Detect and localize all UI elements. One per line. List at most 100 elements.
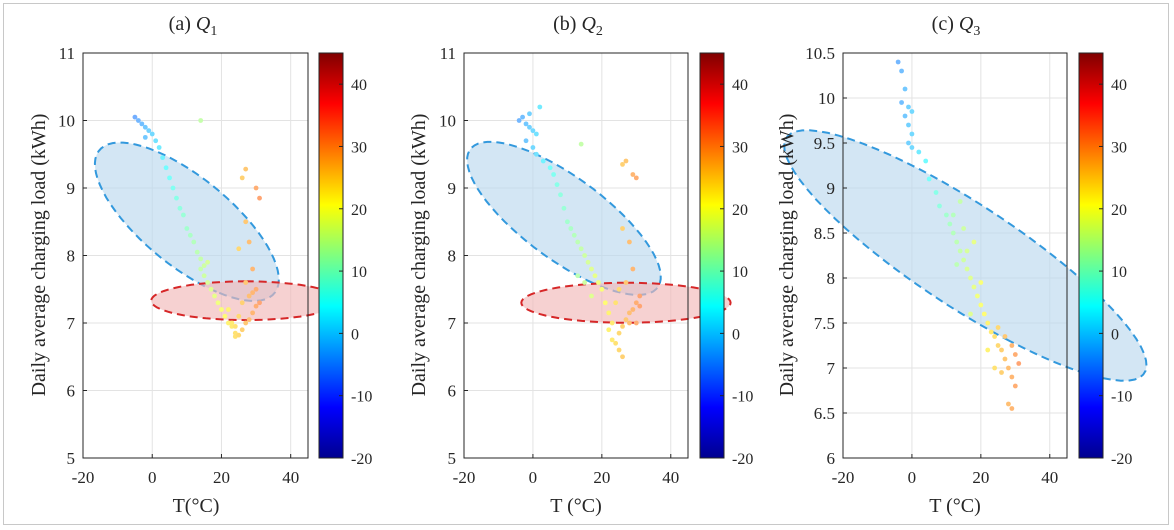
panel-a-point-46: [246, 293, 252, 299]
panel-b-point-46: [623, 280, 629, 285]
panel-c-point-45: [985, 347, 991, 353]
panel-c-cbtick-label-2: 0: [1111, 326, 1119, 343]
panel-c-ytick-label-7: 9.5: [814, 134, 835, 153]
panel-c-point-14: [933, 190, 939, 195]
panel-b-point-25: [592, 273, 598, 279]
panel-c-point-10: [909, 145, 915, 150]
panel-c-point-28: [985, 320, 991, 326]
panel-c-ytick-label-6: 9: [827, 179, 836, 198]
panel-a-point-14: [177, 205, 183, 211]
panel-b-point-43: [633, 300, 639, 306]
panel-b-cbtick-label-5: 30: [732, 139, 748, 156]
panel-c-point-32: [999, 347, 1004, 353]
panel-b-point-52: [630, 172, 636, 177]
panel-c-point-50: [1012, 352, 1018, 357]
panel-b-point-41: [627, 310, 632, 316]
panel-c-title-prefix: (c): [932, 13, 954, 35]
panel-a-point-25: [208, 286, 214, 292]
panel-c-point-25: [975, 293, 980, 299]
panel-a-title: (a) Q1: [169, 13, 218, 39]
panel-b-point-39: [620, 323, 625, 329]
panel-c-title-sub: 3: [973, 24, 980, 39]
panel-c-point-42: [964, 248, 970, 254]
panel-c-cbtick-label-0: -20: [1111, 451, 1132, 468]
panel-b-xtick-label-3: 40: [662, 468, 679, 487]
panel-b-point-54: [613, 300, 619, 306]
panel-b-point-17: [564, 219, 570, 225]
panel-b-point-24: [589, 266, 594, 272]
panel-b-point-22: [582, 253, 588, 258]
panel-b-point-21: [578, 246, 584, 252]
panel-a-ytick-label-6: 11: [59, 44, 75, 63]
panel-a-xtick-label-0: -20: [72, 468, 95, 487]
panel-a-point-56: [257, 195, 262, 201]
panel-c-point-36: [1012, 383, 1018, 389]
panel-c: (c) Q3 -20 0 20 40 6 6.5 7 7.5 8 8.5 9 9.5 10 10.5 T…: [776, 13, 1148, 517]
panel-c-xticks: -20 0 20 40: [832, 454, 1058, 487]
panel-c-colorbar-ticks: -20 -10 0 10 20 30 40: [1099, 77, 1132, 468]
panel-a-point-19: [194, 249, 200, 255]
panel-c-colorbar: [1078, 52, 1104, 459]
panel-b-point-12: [547, 165, 553, 171]
panel-c-ellipses: [783, 129, 1148, 382]
panel-a-point-27: [215, 300, 221, 306]
panel-b-title-sub: 2: [596, 24, 603, 39]
panel-c-ytick-label-2: 7: [827, 359, 836, 378]
panel-a-point-7: [153, 138, 159, 144]
panel-c-point-47: [999, 370, 1004, 375]
panel-b-point-1: [520, 114, 525, 120]
panel-a-ytick-label-2: 7: [67, 314, 76, 333]
panel-c-ytick-label-4: 8: [827, 269, 836, 288]
panel-a-point-0: [132, 114, 138, 120]
panel-b-point-58: [637, 303, 643, 309]
panel-a-ylabel: Daily average charging load (kWh): [28, 114, 50, 397]
panel-c-point-49: [1009, 343, 1015, 348]
panel-c-point-5: [909, 109, 915, 114]
panel-a-point-43: [253, 303, 259, 309]
panel-a-point-48: [250, 266, 256, 272]
panel-a-point-40: [243, 320, 249, 326]
panel-c-point-8: [909, 131, 915, 137]
panel-b-point-50: [623, 158, 629, 164]
panel-b-point-33: [582, 280, 588, 285]
panel-b-point-45: [616, 286, 622, 292]
panel-b-point-27: [599, 286, 605, 292]
panel-a-point-22: [198, 266, 204, 272]
panel-b-point-2: [523, 121, 529, 127]
panel-a-xtick-label-2: 20: [213, 468, 230, 487]
panel-a-point-29: [222, 313, 228, 319]
panel-b-point-55: [616, 347, 622, 353]
panel-c-point-4: [906, 104, 911, 110]
panel-a-cbtick-label-0: -20: [351, 451, 372, 468]
panel-c-point-11: [916, 149, 922, 155]
panel-c-point-23: [968, 275, 973, 281]
panel-b-point-6: [523, 138, 529, 144]
panel-c-point-31: [995, 343, 1001, 348]
panel-c-point-3: [899, 100, 904, 105]
panel-a-point-35: [225, 307, 231, 312]
panel-b-point-31: [578, 141, 584, 147]
panel-c-xtick-label-0: -20: [832, 468, 855, 487]
panel-a-cbtick-label-2: 0: [351, 326, 359, 343]
panel-a-point-13: [174, 195, 179, 201]
panel-a-point-18: [191, 239, 197, 245]
panel-a-point-44: [257, 300, 262, 306]
panel-a-point-59: [250, 290, 256, 296]
panel-a-point-31: [229, 323, 235, 329]
panel-b-xtick-label-0: -20: [453, 468, 476, 487]
panel-c-point-20: [957, 248, 963, 254]
panel-c-xtick-label-1: 0: [908, 468, 917, 487]
panel-a-point-23: [201, 273, 207, 279]
panel-a-point-54: [243, 166, 249, 172]
panel-a-xticks: -20 0 20 40: [72, 454, 299, 487]
panel-b-xtick-label-2: 20: [593, 468, 610, 487]
panel-c-cbtick-label-4: 20: [1111, 202, 1127, 219]
panel-b-point-29: [606, 310, 612, 316]
panel-b-point-36: [609, 337, 615, 343]
panel-c-title-var: Q: [959, 13, 974, 35]
panel-c-point-40: [950, 212, 956, 218]
panel-b-point-14: [554, 182, 560, 188]
panel-b-cbtick-label-6: 40: [732, 77, 748, 94]
panel-a-point-34: [205, 259, 211, 265]
panel-a-point-28: [219, 307, 224, 312]
